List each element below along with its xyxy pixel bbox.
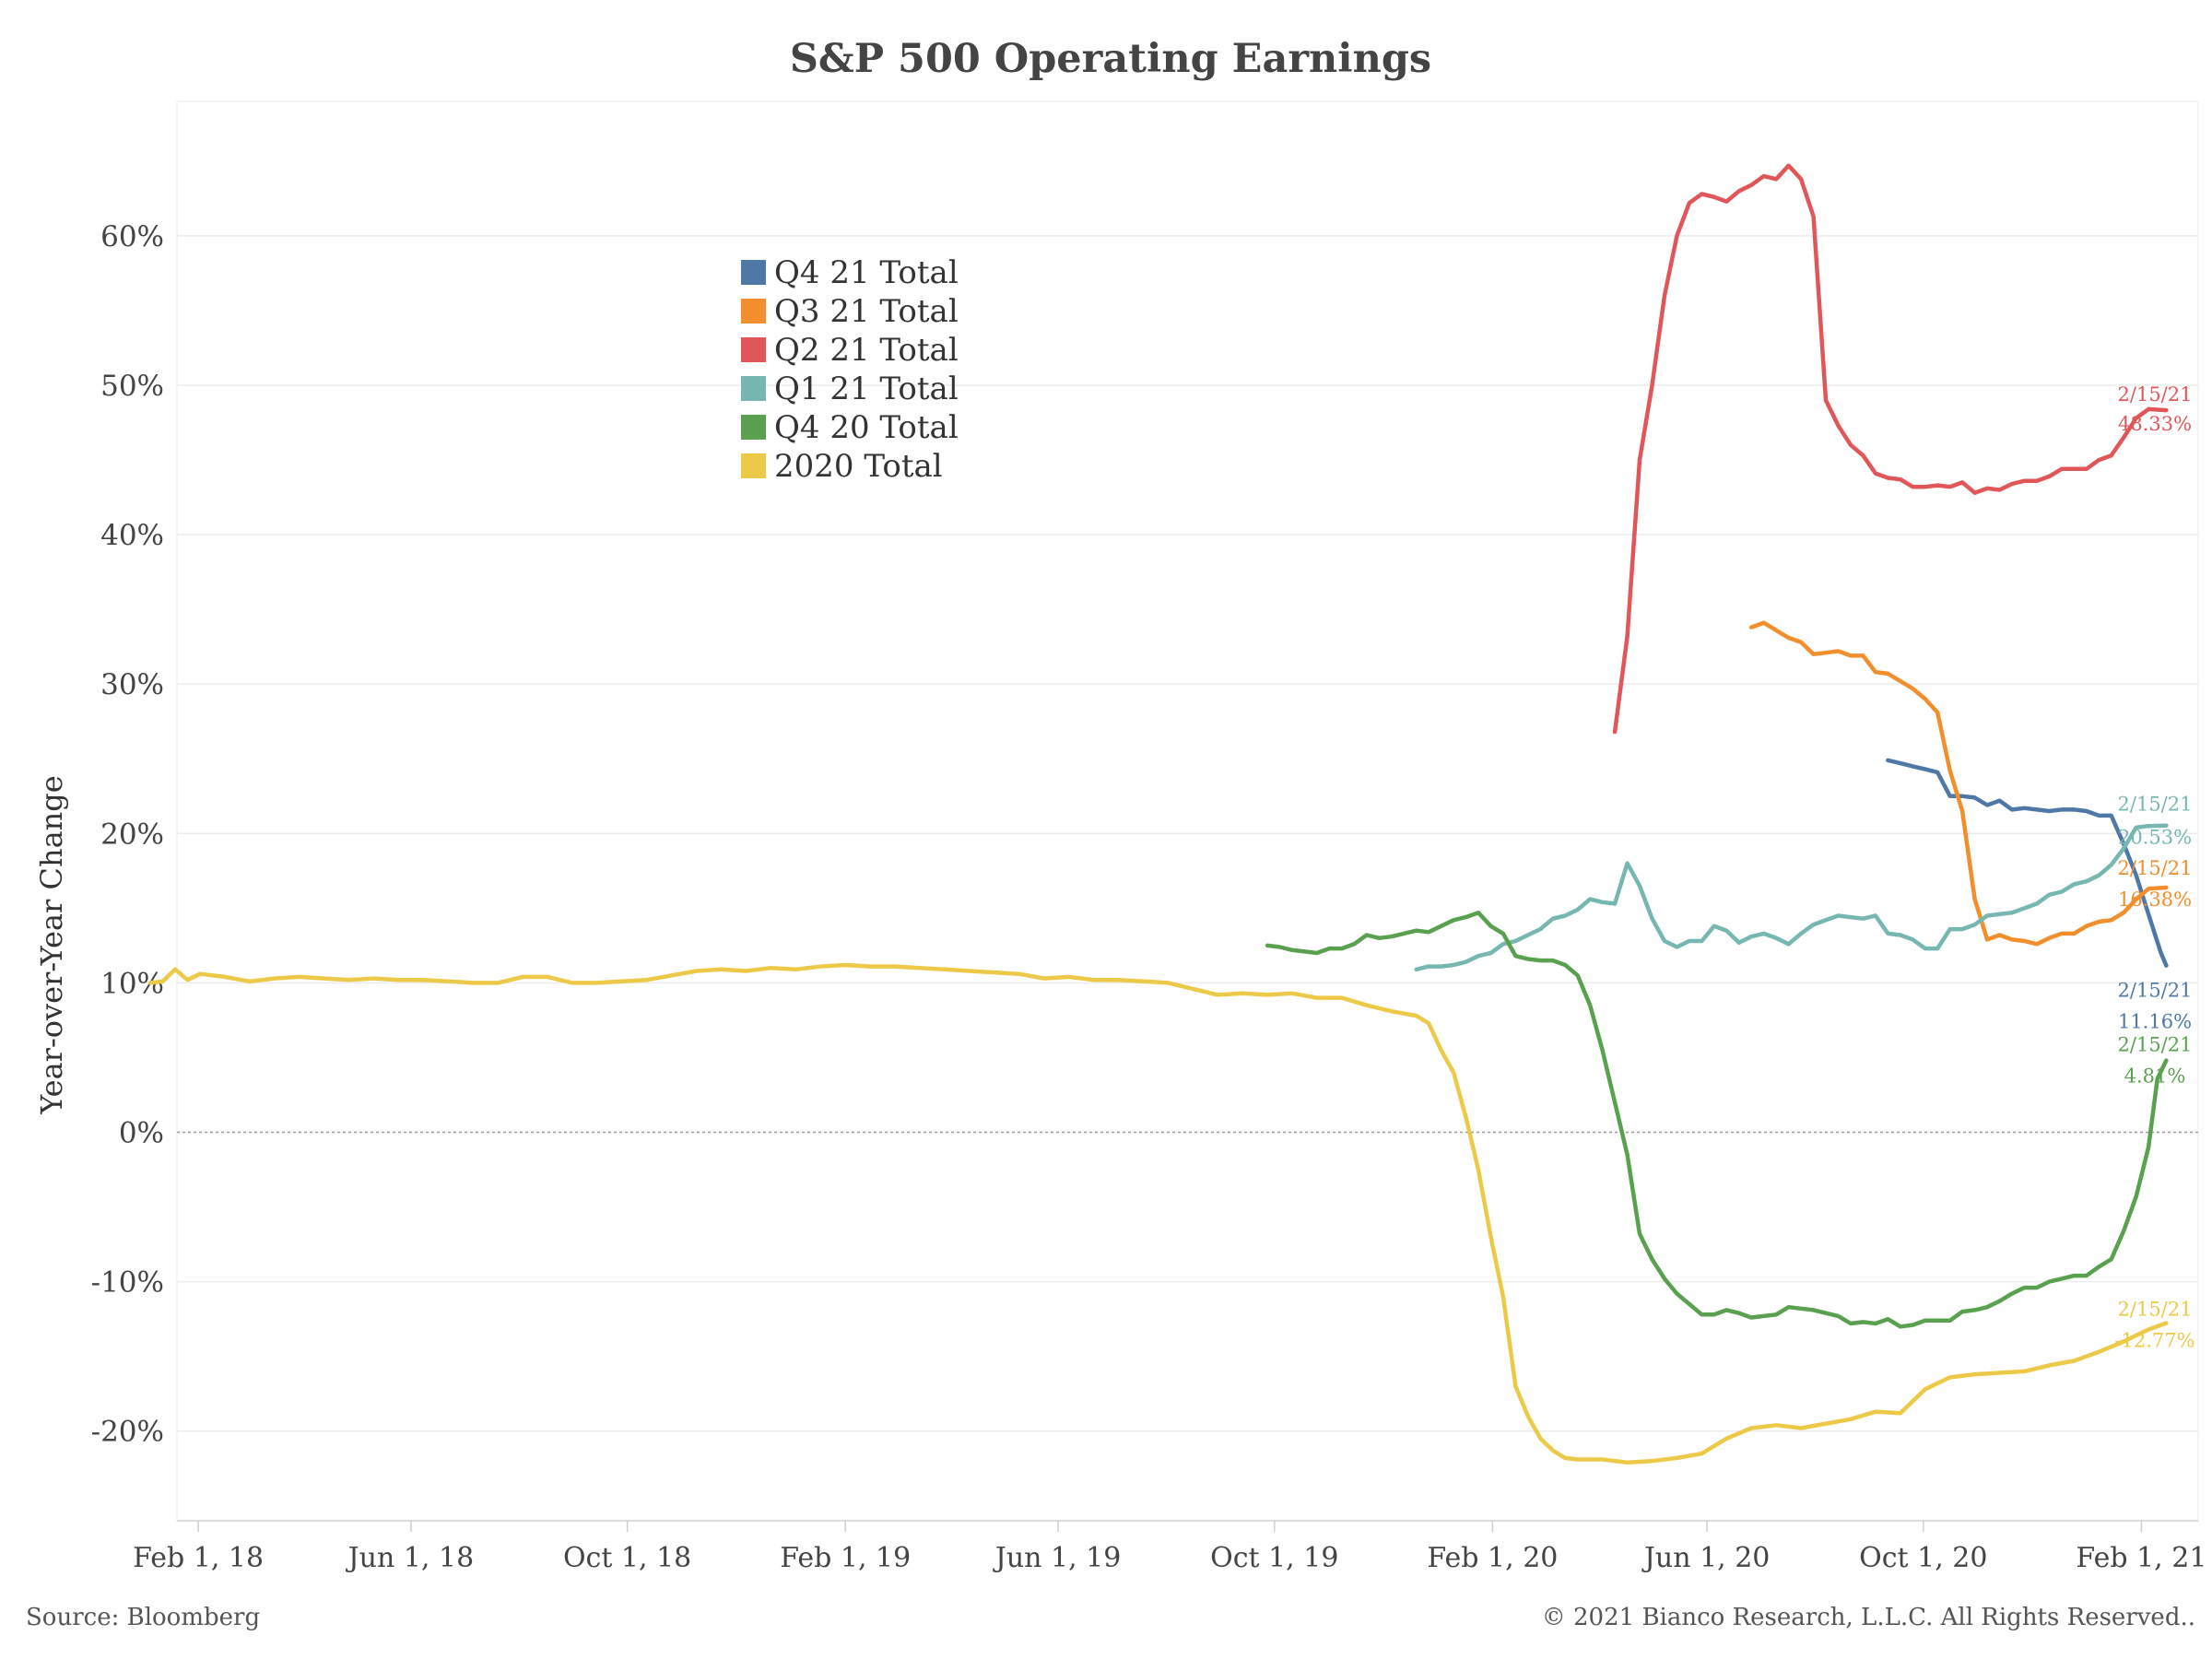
source-note: Source: Bloomberg [26, 1604, 260, 1631]
legend-swatch [741, 337, 766, 362]
x-tick-label: Feb 1, 19 [780, 1542, 911, 1574]
legend-label: Q2 21 Total [774, 332, 959, 369]
y-tick-label: -10% [91, 1266, 164, 1300]
series-lines [147, 163, 2169, 1465]
end-label-value: 48.33% [2118, 413, 2192, 435]
series-line-q4-20-total [1265, 910, 2169, 1329]
y-tick-label: 20% [100, 818, 164, 851]
x-tick-label: Feb 1, 20 [1427, 1542, 1558, 1574]
y-tick-label: 40% [100, 519, 164, 552]
x-tick-label: Oct 1, 18 [563, 1542, 691, 1574]
x-tick-label: Jun 1, 19 [993, 1542, 1122, 1574]
end-label-date: 2/15/21 [2118, 857, 2193, 879]
end-label-date: 2/15/21 [2118, 1299, 2193, 1321]
y-tick-label: 60% [100, 220, 164, 253]
legend-label: Q3 21 Total [774, 293, 959, 330]
series-line-q2-21-total [1612, 163, 2169, 735]
y-tick-label: 50% [100, 370, 164, 403]
x-tick-label: Oct 1, 19 [1210, 1542, 1338, 1574]
series-line-q4-21-total [1886, 758, 2169, 968]
end-label-value: -12.77% [2114, 1330, 2194, 1352]
legend-label: Q4 21 Total [774, 254, 959, 291]
chart-title: S&P 500 Operating Earnings [790, 36, 1431, 82]
end-label-date: 2/15/21 [2118, 1034, 2193, 1056]
y-tick-label: 0% [119, 1117, 164, 1150]
end-label-date: 2/15/21 [2118, 383, 2193, 406]
copyright-note: © 2021 Bianco Research, L.L.C. All Right… [1542, 1604, 2195, 1631]
end-labels: 2/15/2111.16%2/15/2116.38%2/15/2148.33%2… [2114, 383, 2194, 1351]
legend-label: 2020 Total [774, 448, 943, 485]
legend-swatch [741, 299, 766, 324]
x-tick-label: Feb 1, 18 [133, 1542, 264, 1574]
end-label-date: 2/15/21 [2118, 980, 2193, 1002]
end-label-value: 16.38% [2118, 888, 2192, 911]
legend-swatch [741, 453, 766, 478]
legend-swatch [741, 415, 766, 440]
x-axis: Feb 1, 18 Jun 1, 18 Oct 1, 18 Feb 1, 19 Jun … [133, 1520, 2206, 1574]
series-line-2020-total [147, 962, 2169, 1465]
legend-label: Q4 20 Total [774, 409, 959, 446]
series-line-q1-21-total [1414, 823, 2169, 972]
legend-swatch [741, 260, 766, 285]
legend-swatch [741, 376, 766, 401]
end-label-value: 11.16% [2118, 1011, 2192, 1033]
x-tick-label: Jun 1, 20 [1641, 1542, 1771, 1574]
y-axis-ticks: 60%50%40%30%20%10%0%-10%-20% [91, 220, 164, 1449]
x-tick-label: Oct 1, 20 [1859, 1542, 1987, 1574]
plot-area-frame [176, 100, 2199, 1522]
end-label-value: 20.53% [2118, 827, 2192, 849]
y-tick-label: 30% [100, 668, 164, 701]
end-label-date: 2/15/21 [2118, 794, 2193, 816]
legend-label: Q1 21 Total [774, 371, 959, 407]
y-axis-label: Year-over-Year Change [34, 775, 69, 1114]
x-tick-label: Jun 1, 18 [346, 1542, 475, 1574]
gridlines [177, 235, 2198, 1432]
series-line-q3-21-total [1748, 620, 2169, 947]
x-tick-label: Feb 1, 21 [2076, 1542, 2206, 1574]
y-tick-label: -20% [91, 1416, 164, 1449]
end-label-value: 4.81% [2124, 1065, 2186, 1088]
